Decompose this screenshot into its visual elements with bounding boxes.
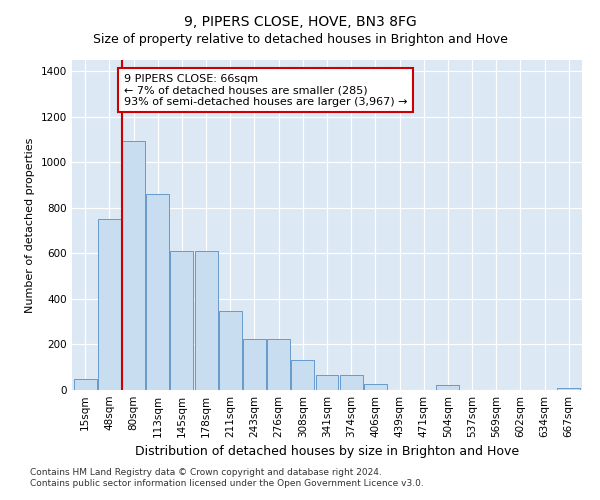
Text: 9, PIPERS CLOSE, HOVE, BN3 8FG: 9, PIPERS CLOSE, HOVE, BN3 8FG: [184, 15, 416, 29]
Bar: [170, 250, 193, 390]
Bar: [194, 250, 218, 390]
Bar: [74, 379, 97, 390]
Text: 9 PIPERS CLOSE: 66sqm
← 7% of detached houses are smaller (285)
93% of semi-deta: 9 PIPERS CLOSE: 66sqm ← 7% of detached h…: [124, 74, 407, 107]
Bar: [340, 375, 362, 390]
Bar: [267, 339, 290, 390]
X-axis label: Distribution of detached houses by size in Brighton and Hove: Distribution of detached houses by size …: [135, 446, 519, 458]
Y-axis label: Number of detached properties: Number of detached properties: [25, 138, 35, 312]
Bar: [557, 388, 580, 390]
Bar: [146, 194, 169, 390]
Bar: [98, 220, 121, 390]
Bar: [292, 360, 314, 390]
Bar: [243, 339, 266, 390]
Bar: [316, 375, 338, 390]
Text: Contains HM Land Registry data © Crown copyright and database right 2024.
Contai: Contains HM Land Registry data © Crown c…: [30, 468, 424, 487]
Bar: [122, 141, 145, 390]
Bar: [436, 386, 460, 390]
Bar: [219, 312, 242, 390]
Text: Size of property relative to detached houses in Brighton and Hove: Size of property relative to detached ho…: [92, 32, 508, 46]
Bar: [364, 384, 387, 390]
